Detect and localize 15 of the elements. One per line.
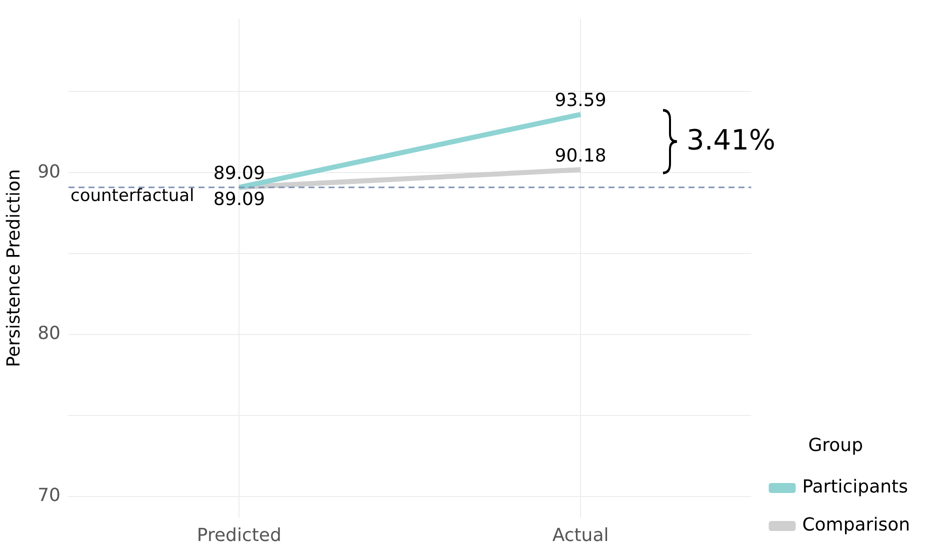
ref-line-label: counterfactual — [70, 186, 194, 206]
x-tick-label: Actual — [552, 524, 609, 546]
y-tick-label: 80 — [38, 323, 61, 344]
data-label: 90.18 — [554, 145, 606, 166]
legend-title: Group — [808, 435, 864, 456]
legend-label: Comparison — [802, 514, 910, 536]
annotation: 3.41% — [686, 123, 776, 156]
data-label: 89.09 — [213, 162, 265, 184]
x-tick-label: Predicted — [196, 524, 282, 546]
y-tick-label: 90 — [38, 161, 61, 182]
y-tick-label: 70 — [38, 485, 61, 506]
data-label: 89.09 — [213, 188, 265, 210]
data-label: 93.59 — [554, 90, 606, 112]
legend-label: Participants — [802, 476, 908, 498]
y-axis-title: Persistence Prediction — [3, 169, 24, 368]
